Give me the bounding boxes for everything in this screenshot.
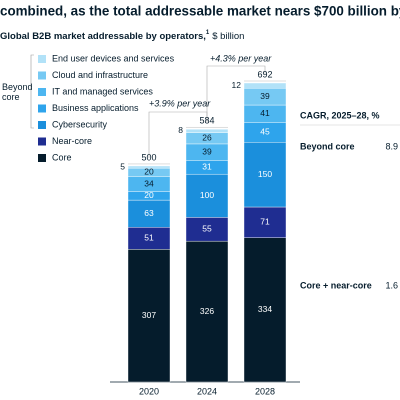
value-label: 34	[144, 178, 154, 188]
legend-swatch	[38, 71, 46, 80]
value-label: 100	[200, 190, 214, 200]
bar-segment	[185, 173, 229, 218]
bar-segment	[127, 199, 171, 228]
legend-swatch	[38, 121, 46, 129]
legend-swatch	[38, 55, 46, 63]
legend-swatch	[38, 88, 46, 96]
subtitle: Global B2B market addressable by operato…	[0, 30, 244, 42]
legend-group-word: Beyond	[2, 82, 33, 92]
total-label: 500	[141, 152, 156, 162]
legend-swatch	[38, 137, 46, 146]
bar-segment	[185, 129, 229, 133]
value-label: 31	[202, 162, 212, 172]
value-label: 55	[202, 224, 212, 234]
bar-segment	[243, 141, 287, 208]
legend-bracket	[30, 54, 34, 129]
legend-group-label: Beyond core	[2, 82, 33, 102]
legend-swatch	[38, 104, 46, 113]
cagr-label: Beyond core	[300, 141, 355, 151]
chart-title: combined, as the total addressable marke…	[0, 4, 400, 19]
legend-label: End user devices and services	[52, 53, 175, 63]
legend-label: IT and managed services	[52, 86, 153, 96]
bar-segment	[185, 240, 229, 383]
cagr-bracket	[206, 65, 266, 119]
cagr-header: CAGR, 2025–28, %	[300, 110, 380, 120]
legend-label: Cloud and infrastructure	[52, 70, 148, 80]
value-label: 20	[144, 167, 154, 177]
bar-segment	[243, 206, 287, 238]
value-label: 39	[260, 91, 270, 101]
bar-segment	[243, 82, 287, 89]
value-label: 45	[260, 127, 270, 137]
value-label: 71	[260, 217, 270, 227]
x-tick-label: 2028	[255, 386, 275, 396]
bar-segment	[243, 237, 287, 383]
subtitle-unit: $ billion	[212, 31, 244, 42]
legend-label: Core	[52, 152, 72, 162]
annotation: +4.3% per year	[210, 53, 272, 63]
legend-label: Business applications	[52, 103, 139, 113]
value-label: 8	[178, 125, 183, 135]
cagr-label: Core + near-core	[300, 280, 372, 290]
total-label: 692	[257, 69, 272, 79]
value-label: 326	[200, 306, 214, 316]
legend-group-word: core	[2, 92, 20, 102]
total-label: 584	[199, 116, 214, 126]
value-label: 150	[258, 169, 272, 179]
subtitle-note: 1	[206, 30, 210, 36]
value-label: 26	[202, 133, 212, 143]
x-tick-label: 2024	[197, 386, 217, 396]
bar-segment	[127, 165, 171, 169]
value-label: 41	[260, 108, 270, 118]
value-label: 307	[142, 310, 156, 320]
x-tick-label: 2020	[139, 386, 159, 396]
value-label: 334	[258, 304, 272, 314]
value-label: 5	[120, 161, 125, 171]
cagr-value: 1.6	[385, 280, 398, 290]
value-label: 63	[144, 208, 154, 218]
subtitle-text: Global B2B market addressable by operato…	[0, 31, 206, 42]
cagr-value: 8.9	[385, 141, 398, 151]
value-label: 12	[232, 80, 242, 90]
annotation: +3.9% per year	[149, 98, 211, 108]
legend-swatch	[38, 154, 46, 162]
legend-label: Cybersecurity	[52, 119, 108, 129]
bar-segment	[127, 249, 171, 383]
legend-label: Near-core	[52, 136, 92, 146]
value-label: 39	[202, 147, 212, 157]
value-label: 20	[144, 190, 154, 200]
value-label: 51	[144, 233, 154, 243]
